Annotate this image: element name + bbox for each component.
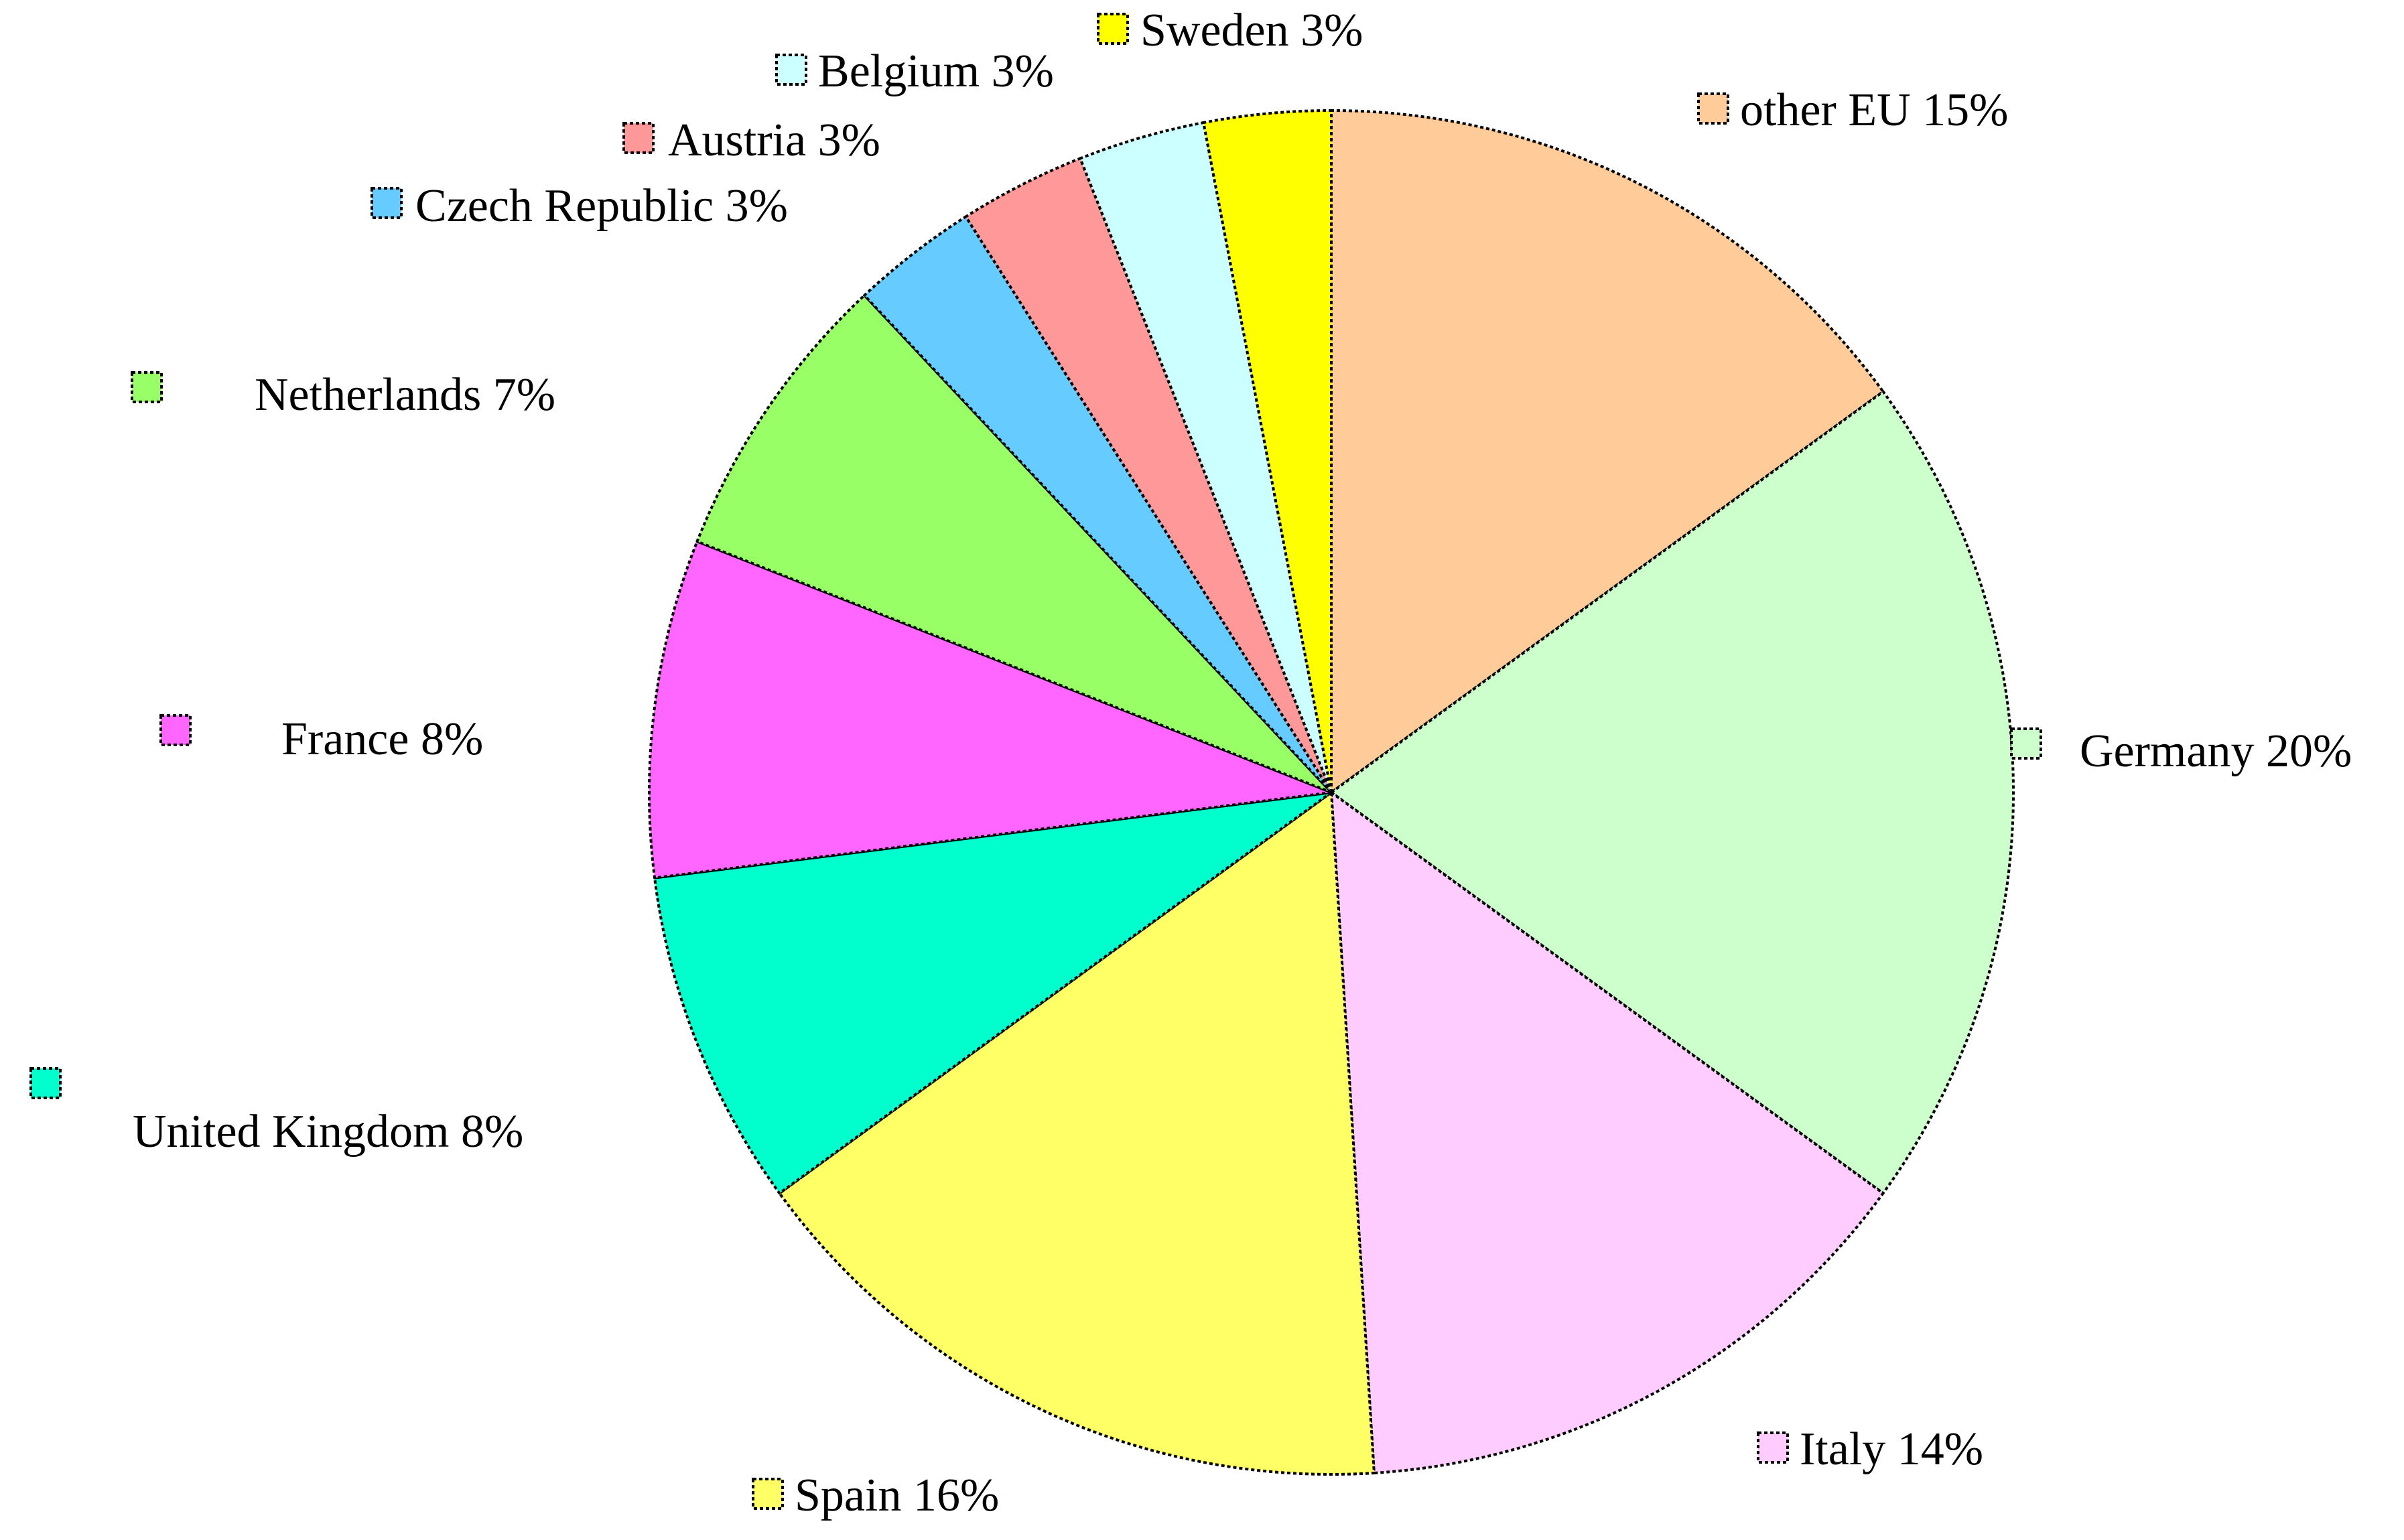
slice-label-czech-republic: Czech Republic 3%: [415, 180, 788, 232]
legend-swatch-united-kingdom: [29, 1067, 62, 1099]
slice-label-france: France 8%: [281, 713, 483, 765]
pie-slice-germany: [1330, 390, 2015, 1195]
legend-swatch-belgium: [775, 54, 807, 86]
slice-label-italy: Italy 14%: [1800, 1423, 1983, 1475]
legend-swatch-italy: [1757, 1431, 1789, 1464]
legend-swatch-other-eu: [1697, 92, 1729, 125]
legend-swatch-austria: [622, 122, 655, 154]
slice-label-spain: Spain 16%: [795, 1470, 999, 1521]
pie-slice-france: [648, 540, 1333, 880]
slice-label-germany: Germany 20%: [2080, 725, 2352, 777]
slice-label-sweden: Sweden 3%: [1140, 5, 1363, 56]
pie-slice-spain: [778, 791, 1376, 1476]
pie-slice-netherlands: [695, 293, 1333, 794]
pie-slice-other-eu: [1330, 109, 1885, 794]
slice-label-united-kingdom: United Kingdom 8%: [133, 1106, 523, 1158]
slice-labels: other EU 15% Germany 20% Italy 14% Spain 16…: [29, 5, 2352, 1521]
legend-swatch-france: [159, 714, 192, 746]
slice-label-other-eu: other EU 15%: [1740, 84, 2008, 136]
legend-swatch-netherlands: [131, 371, 163, 403]
legend-swatch-spain: [752, 1478, 784, 1510]
legend-swatch-czech-republic: [371, 187, 403, 219]
pie-slice-united-kingdom: [653, 791, 1333, 1195]
pie-slices: [648, 109, 2015, 1476]
legend-swatch-sweden: [1097, 13, 1129, 45]
pie-slice-italy: [1330, 791, 1885, 1474]
slice-label-netherlands: Netherlands 7%: [255, 369, 555, 421]
pie-slice-sweden: [1202, 109, 1333, 794]
slice-label-austria: Austria 3%: [668, 115, 880, 166]
legend-swatch-germany: [2010, 727, 2042, 760]
slice-label-belgium: Belgium 3%: [818, 46, 1054, 97]
